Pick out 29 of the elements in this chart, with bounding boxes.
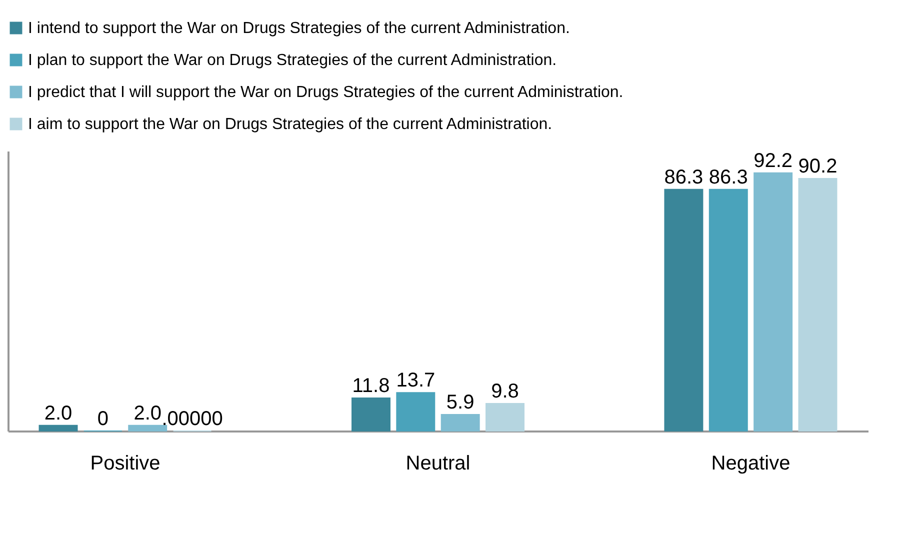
bar <box>708 188 748 432</box>
bar <box>396 392 436 432</box>
data-label: 92.2 <box>754 150 793 172</box>
bar <box>798 178 838 432</box>
data-label: 13.7 <box>396 370 436 392</box>
data-label: .00000 <box>162 408 223 430</box>
bar <box>352 397 390 432</box>
data-label: 2.0 <box>44 402 72 424</box>
data-label: 0 <box>97 408 108 430</box>
data-label: 86.3 <box>664 166 704 188</box>
legend-label: I aim to support the War on Drugs Strategies of the current Administration. <box>28 116 552 133</box>
data-label: 11.8 <box>352 374 390 397</box>
data-label: 90.2 <box>798 155 838 178</box>
legend-label: I intend to support the War on Drugs Strategies of the current Administration. <box>28 20 570 37</box>
data-label: 9.8 <box>491 380 519 403</box>
bar <box>440 414 480 432</box>
bar <box>38 424 78 432</box>
data-label: 86.3 <box>708 166 748 188</box>
bar <box>128 424 168 432</box>
bar <box>664 188 704 432</box>
bar <box>754 172 793 432</box>
legend-label: I predict that I will support the War on Drugs Strategies of the current Administration. <box>28 84 624 101</box>
bar <box>486 403 524 432</box>
legend-label: I plan to support the War on Drugs Strategies of the current Administration. <box>28 52 557 69</box>
x-tick-label: Positive <box>90 452 160 474</box>
data-label: 5.9 <box>446 391 474 414</box>
data-label: 2.0 <box>134 402 162 424</box>
x-tick-label: Negative <box>711 452 790 474</box>
x-tick-label: Neutral <box>406 452 470 474</box>
